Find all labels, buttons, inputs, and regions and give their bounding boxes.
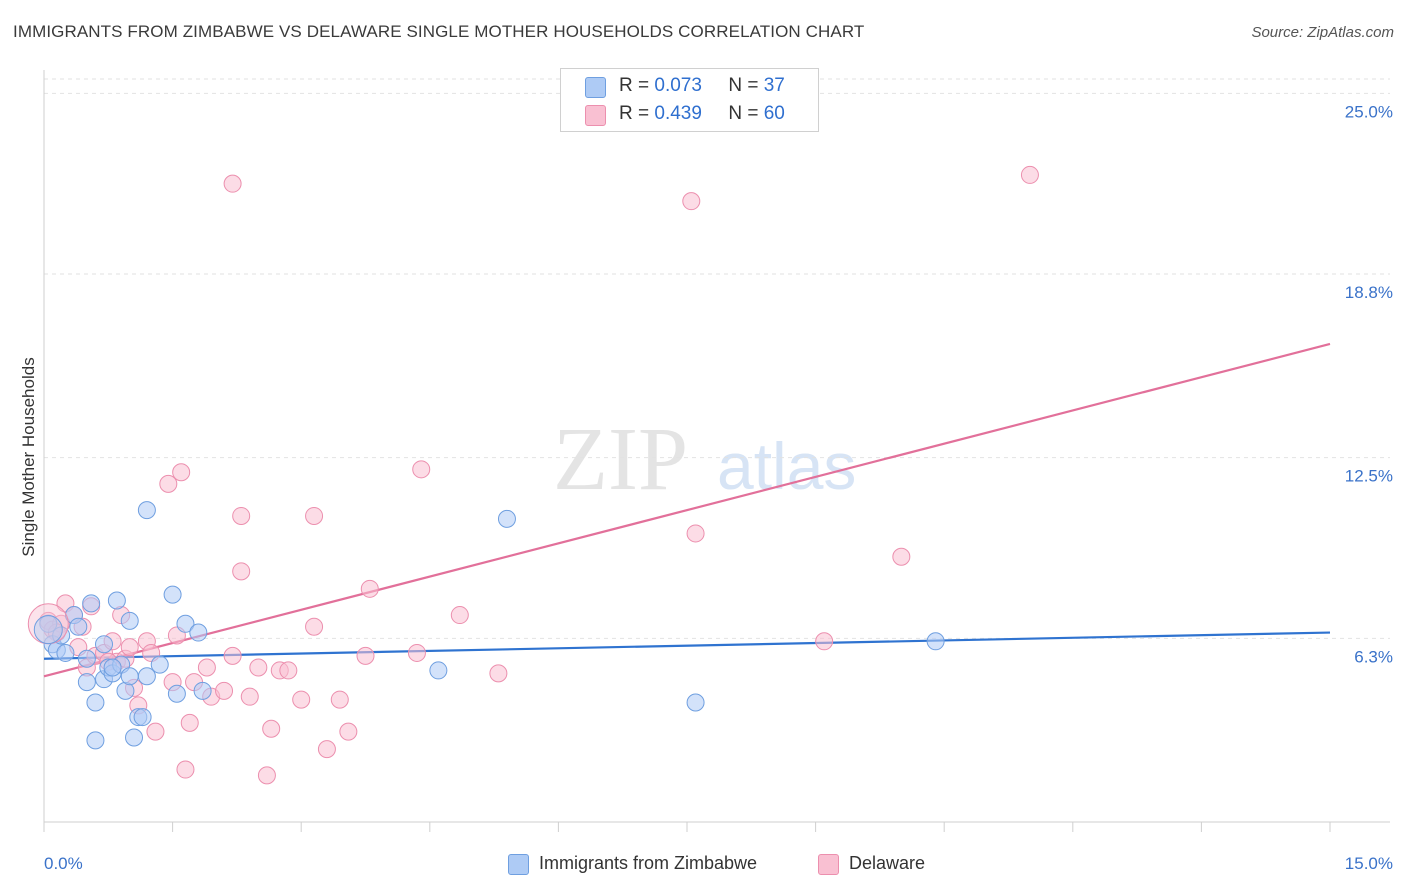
watermark-atlas: atlas (717, 429, 856, 503)
x-tick-label: 15.0% (1345, 854, 1393, 873)
blue-data-point (137, 501, 156, 520)
blue-data-point (82, 594, 101, 613)
bottom-legend-label: Immigrants from Zimbabwe (539, 853, 758, 873)
blue-cluster-point (33, 615, 63, 645)
pink-data-point (215, 681, 234, 700)
x-tick-label: 0.0% (44, 854, 83, 873)
pink-swatch-icon (585, 105, 606, 126)
legend-r-value: 0.439 (654, 103, 702, 124)
blue-data-point (86, 693, 105, 712)
y-tick-label: 6.3% (1354, 647, 1393, 666)
pink-data-point (412, 460, 431, 479)
pink-data-point (223, 646, 242, 665)
y-tick-label: 18.8% (1345, 283, 1393, 302)
pink-data-point (360, 579, 379, 598)
blue-data-point (77, 673, 96, 692)
blue-data-point (926, 632, 945, 651)
pink-data-point (682, 192, 701, 211)
pink-data-point (292, 690, 311, 709)
blue-data-point (125, 728, 144, 747)
pink-data-point (1020, 165, 1039, 184)
legend-r-label: R = (619, 75, 650, 96)
pink-data-point (317, 740, 336, 759)
pink-data-point (407, 643, 426, 662)
blue-data-point (107, 591, 126, 610)
legend-r-value: 0.073 (654, 75, 702, 96)
blue-trend-line (43, 631, 1331, 660)
pink-data-point (176, 760, 195, 779)
pink-data-point (686, 524, 705, 543)
blue-data-point (120, 611, 139, 630)
blue-data-point (133, 708, 152, 727)
correlation-legend: R = 0.073 N = 37 R = 0.439 N = 60 (560, 68, 819, 132)
pink-data-point (249, 658, 268, 677)
pink-data-point (257, 766, 276, 785)
pink-swatch-icon (818, 854, 839, 875)
y-tick-label: 25.0% (1345, 102, 1393, 121)
blue-data-point (103, 658, 122, 677)
blue-data-point (69, 617, 88, 636)
blue-data-point (189, 623, 208, 642)
blue-data-point (120, 667, 139, 686)
pink-data-point (450, 606, 469, 625)
pink-data-point (356, 646, 375, 665)
blue-data-point (176, 614, 195, 633)
blue-data-point (193, 681, 212, 700)
blue-data-point (150, 655, 169, 674)
pink-data-point (240, 687, 259, 706)
pink-data-point (330, 690, 349, 709)
blue-swatch-icon (585, 77, 606, 98)
blue-data-point (686, 693, 705, 712)
pink-data-point (815, 632, 834, 651)
legend-n-label: N = (728, 103, 759, 124)
blue-data-point (167, 684, 186, 703)
pink-data-point (892, 547, 911, 566)
blue-data-point (95, 635, 114, 654)
pink-data-point (180, 713, 199, 732)
legend-n-label: N = (728, 75, 759, 96)
blue-swatch-icon (508, 854, 529, 875)
legend-n-value: 60 (763, 103, 785, 124)
pink-data-point (159, 474, 178, 493)
blue-data-point (86, 731, 105, 750)
blue-data-point (163, 585, 182, 604)
blue-data-point (77, 649, 96, 668)
blue-data-point (497, 509, 516, 528)
blue-data-point (429, 661, 448, 680)
legend-n-value: 37 (763, 75, 785, 96)
pink-data-point (232, 562, 251, 581)
pink-data-point (120, 638, 139, 657)
bottom-legend-label: Delaware (849, 853, 926, 873)
pink-data-point (197, 658, 216, 677)
blue-data-point (56, 643, 75, 662)
pink-data-point (146, 722, 165, 741)
pink-data-point (172, 463, 191, 482)
y-axis-label: Single Mother Households (19, 357, 38, 556)
pink-data-point (339, 722, 358, 741)
pink-data-point (305, 617, 324, 636)
legend-r-label: R = (619, 103, 650, 124)
pink-data-point (232, 506, 251, 525)
pink-data-point (262, 719, 281, 738)
pink-data-point (305, 506, 324, 525)
pink-trend-line (43, 342, 1331, 678)
watermark-zip: ZIP (553, 410, 688, 509)
chart-title: IMMIGRANTS FROM ZIMBABWE VS DELAWARE SIN… (13, 22, 865, 41)
y-tick-label: 12.5% (1345, 467, 1393, 486)
pink-data-point (279, 661, 298, 680)
pink-data-point (223, 174, 242, 193)
pink-data-point (489, 664, 508, 683)
chart-source: Source: ZipAtlas.com (1251, 24, 1394, 41)
